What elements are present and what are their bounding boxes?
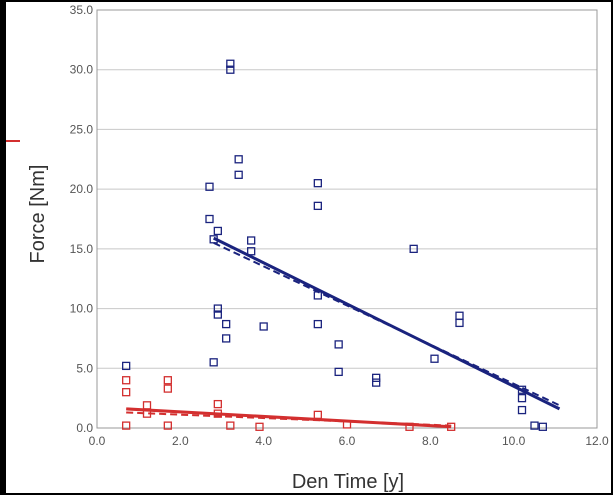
- data-point-series-2: [313, 410, 322, 420]
- data-point-series-1: [313, 201, 322, 211]
- frame-left-bar: [0, 0, 6, 495]
- trendline-3: [126, 407, 452, 429]
- x-tick-label: 10.0: [502, 434, 526, 448]
- data-point-series-1: [313, 291, 322, 300]
- data-point-series-2: [213, 399, 222, 409]
- trendline-2: [213, 241, 560, 407]
- y-tick-label: 35.0: [70, 3, 94, 17]
- data-point-series-2: [447, 422, 456, 431]
- data-point-series-2: [405, 422, 414, 431]
- data-point-series-1: [455, 318, 464, 328]
- data-point-series-2: [142, 401, 152, 410]
- data-point-series-1: [313, 179, 322, 188]
- y-tick-label: 10.0: [70, 302, 94, 316]
- data-point-series-1: [313, 319, 322, 329]
- y-axis-title: Force [Nm]: [27, 165, 49, 264]
- data-point-series-1: [430, 354, 439, 363]
- data-point-series-1: [530, 421, 539, 430]
- x-tick-label: 4.0: [255, 434, 272, 448]
- y-tick-label: 5.0: [76, 361, 93, 375]
- data-point-series-1: [517, 385, 527, 394]
- data-point-series-2: [255, 422, 264, 431]
- data-point-series-1: [334, 340, 343, 349]
- data-point-series-2: [122, 388, 131, 397]
- data-point-series-1: [517, 405, 527, 415]
- x-axis-title: Den Time [y]: [292, 471, 404, 493]
- data-point-series-1: [259, 322, 268, 331]
- data-point-series-2: [342, 420, 352, 429]
- data-point-series-1: [122, 361, 131, 371]
- data-point-series-1: [234, 170, 243, 179]
- data-point-series-1: [213, 310, 222, 319]
- data-point-series-1: [334, 367, 343, 377]
- data-point-series-1: [517, 393, 527, 403]
- data-point-series-1: [222, 334, 231, 343]
- data-point-series-1: [222, 319, 231, 329]
- data-point-series-1: [205, 214, 214, 224]
- frame-top-border: [0, 0, 613, 2]
- y-tick-label: 15.0: [70, 242, 94, 256]
- data-point-series-1: [234, 155, 243, 164]
- x-tick-label: 6.0: [339, 434, 356, 448]
- data-point-series-1: [213, 226, 222, 236]
- trendlines: [126, 236, 561, 429]
- y-tick-label: 20.0: [70, 182, 94, 196]
- x-tick-label: 8.0: [422, 434, 439, 448]
- frame-bottom-border: [0, 493, 613, 495]
- y-tick-labels: 0.0 5.0 10.0 15.0 20.0 25.0 30.0 35.0: [70, 3, 94, 435]
- data-point-series-1: [372, 378, 381, 387]
- data-point-series-2: [122, 376, 131, 385]
- data-point-series-1: [226, 65, 235, 74]
- data-points: [122, 59, 547, 431]
- data-point-series-1: [213, 304, 222, 313]
- y-tick-label: 0.0: [76, 421, 93, 435]
- data-point-series-2: [122, 421, 131, 430]
- x-tick-label: 0.0: [89, 434, 106, 448]
- x-tick-label: 2.0: [172, 434, 189, 448]
- data-point-series-1: [226, 59, 235, 68]
- data-point-series-2: [163, 384, 172, 393]
- y-tick-label: 25.0: [70, 122, 94, 136]
- data-point-series-2: [163, 376, 172, 385]
- data-point-series-2: [163, 421, 172, 430]
- data-point-series-2: [226, 421, 235, 430]
- data-point-series-1: [209, 358, 218, 367]
- data-point-series-2: [142, 409, 152, 418]
- data-point-series-2: [213, 409, 222, 418]
- y-tick-label: 30.0: [70, 63, 94, 77]
- data-point-series-1: [538, 422, 547, 431]
- data-point-series-1: [247, 236, 256, 245]
- data-point-series-1: [205, 182, 214, 191]
- data-point-series-1: [247, 247, 256, 256]
- x-tick-labels: 0.0 2.0 4.0 6.0 8.0 10.0 12.0: [89, 434, 609, 448]
- data-point-series-1: [409, 244, 418, 254]
- data-point-series-1: [209, 235, 218, 244]
- frame-right-border: [611, 0, 613, 495]
- data-point-series-1: [372, 373, 381, 382]
- x-tick-label: 12.0: [585, 434, 609, 448]
